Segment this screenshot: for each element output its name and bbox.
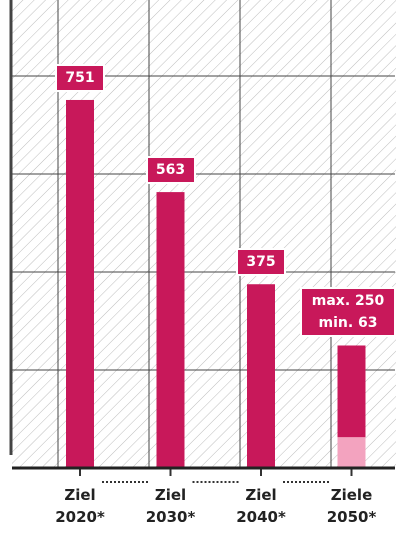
value-label-box: 563 [145,156,196,185]
value-label: 563 [155,162,186,179]
x-tick-label: Ziel 2030* [145,486,196,526]
value-label-box: 751 [55,63,105,92]
bar [156,192,185,468]
value-label: 751 [65,69,95,86]
value-label: 375 [246,254,276,271]
value-label: min. 63 [318,315,378,332]
bar [337,437,366,468]
x-tick-label: Ziele 2050* [326,486,377,526]
bar [66,99,94,469]
value-label: max. 250 [311,293,385,310]
x-tick-label: Ziel 2020* [55,486,105,526]
x-tick-label: Ziel 2040* [236,486,286,526]
value-label-box: 375 [236,248,286,277]
value-label-box: max. 250 min. 63 [300,287,396,338]
bar [247,284,275,468]
